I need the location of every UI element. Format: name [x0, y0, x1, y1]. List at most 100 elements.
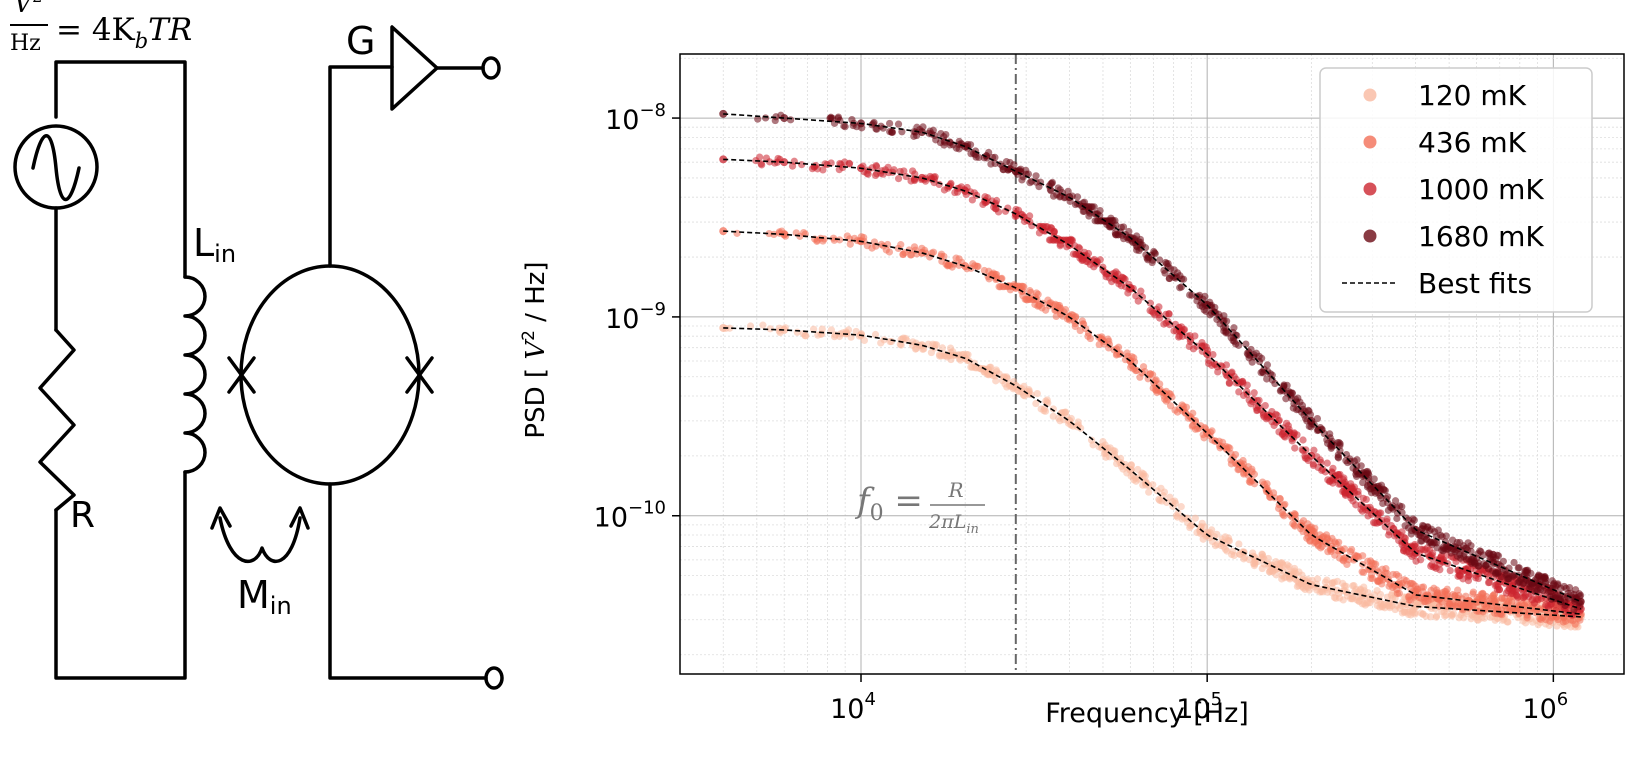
noise-point	[1352, 552, 1360, 560]
noise-point	[846, 240, 854, 248]
noise-point	[1474, 616, 1482, 624]
noise-point	[970, 189, 979, 197]
sine-wave-icon	[31, 134, 81, 202]
noise-point	[1535, 571, 1543, 579]
noise-point	[1348, 545, 1356, 554]
noise-point	[1324, 476, 1332, 484]
noise-point	[1263, 375, 1271, 383]
noise-point	[1073, 193, 1082, 201]
legend-marker	[1363, 88, 1377, 102]
noise-point	[1475, 607, 1483, 615]
noise-point	[1336, 440, 1344, 448]
noise-point	[1447, 549, 1455, 557]
noise-point	[1289, 404, 1297, 412]
noise-point	[1391, 497, 1400, 505]
noise-point	[1422, 612, 1430, 620]
noise-point	[1249, 549, 1257, 557]
noise-point	[1280, 512, 1288, 520]
noise-point	[1227, 460, 1235, 468]
noise-point	[1281, 500, 1289, 508]
noise-point	[1288, 389, 1296, 397]
noise-point	[1222, 444, 1230, 453]
noise-point	[922, 249, 930, 257]
noise-point	[1253, 406, 1261, 415]
x-tick-label: 105	[1176, 689, 1222, 725]
noise-point	[1316, 531, 1324, 539]
series-436-mk	[719, 227, 1585, 628]
x-axis-ticks: 104 105 106	[830, 674, 1568, 725]
noise-point	[841, 123, 849, 131]
noise-point	[1456, 572, 1464, 580]
noise-point	[952, 254, 960, 262]
noise-point	[1006, 286, 1014, 294]
noise-point	[1461, 566, 1469, 574]
noise-point	[1146, 299, 1154, 307]
noise-point	[1235, 388, 1243, 396]
noise-point	[1375, 509, 1383, 517]
noise-point	[1280, 427, 1288, 436]
noise-point	[1284, 565, 1292, 573]
noise-point	[1432, 612, 1441, 620]
noise-point	[1123, 469, 1131, 477]
noise-point	[1368, 574, 1376, 583]
noise-point	[1370, 475, 1378, 483]
noise-point	[1116, 459, 1124, 467]
noise-point	[1313, 575, 1322, 583]
noise-point	[787, 116, 795, 124]
noise-point	[1258, 478, 1267, 486]
noise-point	[1316, 423, 1324, 432]
noise-point	[1017, 165, 1025, 173]
noise-point	[1438, 546, 1446, 554]
noise-point	[1541, 573, 1549, 581]
noise-point	[1231, 450, 1240, 459]
noise-point	[1492, 569, 1500, 577]
noise-point	[1175, 323, 1183, 332]
noise-point	[1209, 350, 1217, 359]
noise-point	[1548, 614, 1556, 622]
noise-point	[776, 328, 784, 337]
noise-point	[1401, 522, 1409, 530]
chart-legend: 120 mK 436 mK 1000 mK 1680 mK Best fits	[1319, 67, 1593, 313]
noise-point	[1199, 430, 1207, 439]
noise-point	[1328, 468, 1336, 476]
annotation-denominator: 2πLin	[928, 511, 979, 537]
noise-point	[1210, 532, 1218, 541]
noise-point	[1292, 569, 1300, 578]
noise-point	[857, 330, 865, 338]
noise-point	[1377, 600, 1385, 608]
noise-point	[1054, 184, 1062, 192]
noise-point	[1381, 569, 1389, 577]
noise-point	[1448, 611, 1456, 619]
noise-point	[935, 180, 943, 188]
noise-point	[1546, 584, 1554, 592]
noise-point	[1053, 191, 1061, 199]
noise-point	[1510, 558, 1518, 567]
noise-point	[1191, 514, 1199, 522]
noise-point	[1246, 476, 1255, 484]
eq-numerator: V2	[14, 0, 42, 18]
noise-point	[927, 348, 935, 357]
noise-point	[1340, 474, 1348, 482]
noise-point	[1489, 560, 1497, 568]
noise-point	[1132, 246, 1141, 254]
noise-point	[1519, 580, 1527, 588]
noise-point	[1571, 620, 1579, 628]
noise-point	[1186, 291, 1194, 299]
annotation-lhs: f0 =	[854, 481, 923, 526]
noise-point	[1448, 536, 1457, 544]
noise-point	[1465, 571, 1473, 580]
noise-point	[761, 114, 770, 122]
noise-point	[1123, 349, 1131, 357]
noise-point	[828, 114, 837, 122]
eq-denominator: Hz	[10, 31, 41, 56]
noise-point	[1134, 297, 1142, 305]
terminal-top-icon	[481, 56, 501, 80]
noise-point	[1350, 582, 1358, 590]
noise-point	[882, 246, 890, 254]
noise-point	[1522, 566, 1530, 575]
noise-point	[985, 148, 993, 157]
noise-point	[942, 260, 950, 268]
noise-point	[1323, 439, 1332, 447]
noise-point	[1061, 306, 1070, 314]
noise-point	[1100, 340, 1108, 348]
